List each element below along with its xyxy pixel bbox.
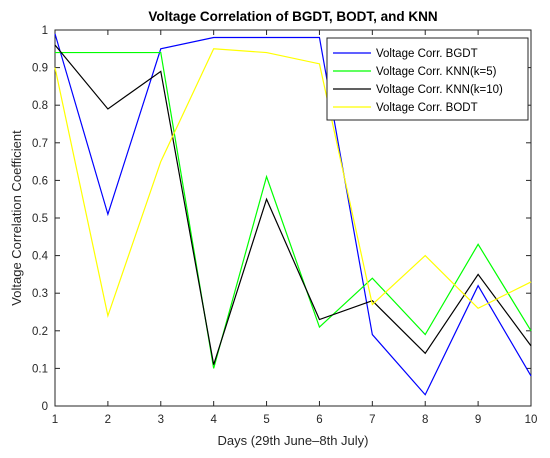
y-axis: 0 0.1 0.2 0.3 0.4 0.5 0.6 0.7 0.8 0.9 1	[32, 25, 531, 413]
y-tick-label: 0.5	[32, 213, 48, 225]
y-tick-label: 0.1	[32, 363, 48, 375]
y-tick-label: 0	[42, 401, 48, 413]
y-tick-label: 0.9	[32, 63, 48, 75]
x-tick-label: 4	[210, 414, 217, 426]
y-tick-label: 0.2	[32, 326, 48, 338]
series-line-voltage-corr-bodt	[54, 48, 532, 319]
y-tick-label: 0.7	[32, 138, 48, 150]
y-tick-label: 0.8	[32, 100, 48, 112]
chart-title: Voltage Correlation of BGDT, BODT, and K…	[148, 9, 437, 24]
y-tick-label: 1	[42, 25, 48, 37]
x-tick-label: 5	[263, 414, 269, 426]
series-line-voltage-corr-knn-k-10	[54, 44, 532, 365]
series-line-voltage-corr-bgdt	[54, 33, 532, 396]
x-tick-label: 7	[369, 414, 375, 426]
y-axis-label: Voltage Correlation Coefficient	[9, 130, 24, 306]
legend-box	[326, 37, 529, 121]
x-tick-label: 6	[316, 414, 322, 426]
y-tick-label: 0.6	[32, 175, 48, 187]
y-tick-label: 0.3	[32, 288, 48, 300]
legend-label: Voltage Corr. KNN(k=10)	[376, 84, 503, 96]
x-axis: 1 2 3 4 5 6 7 8 9 10	[52, 30, 538, 426]
x-tick-label: 2	[105, 414, 111, 426]
x-tick-label: 10	[525, 414, 538, 426]
legend-label: Voltage Corr. BODT	[376, 102, 478, 114]
y-tick-label: 0.4	[32, 251, 49, 263]
x-tick-label: 9	[475, 414, 481, 426]
x-tick-label: 1	[52, 414, 58, 426]
legend-label: Voltage Corr. BGDT	[376, 48, 478, 60]
legend: Voltage Corr. BGDT Voltage Corr. KNN(k=5)…	[326, 37, 529, 121]
legend-label: Voltage Corr. KNN(k=5)	[376, 66, 497, 78]
x-tick-label: 8	[422, 414, 428, 426]
series-line-voltage-corr-knn-k-5	[55, 51, 532, 369]
x-tick-label: 3	[158, 414, 164, 426]
series-lines	[54, 33, 532, 396]
x-axis-label: Days (29th June–8th July)	[217, 433, 368, 448]
